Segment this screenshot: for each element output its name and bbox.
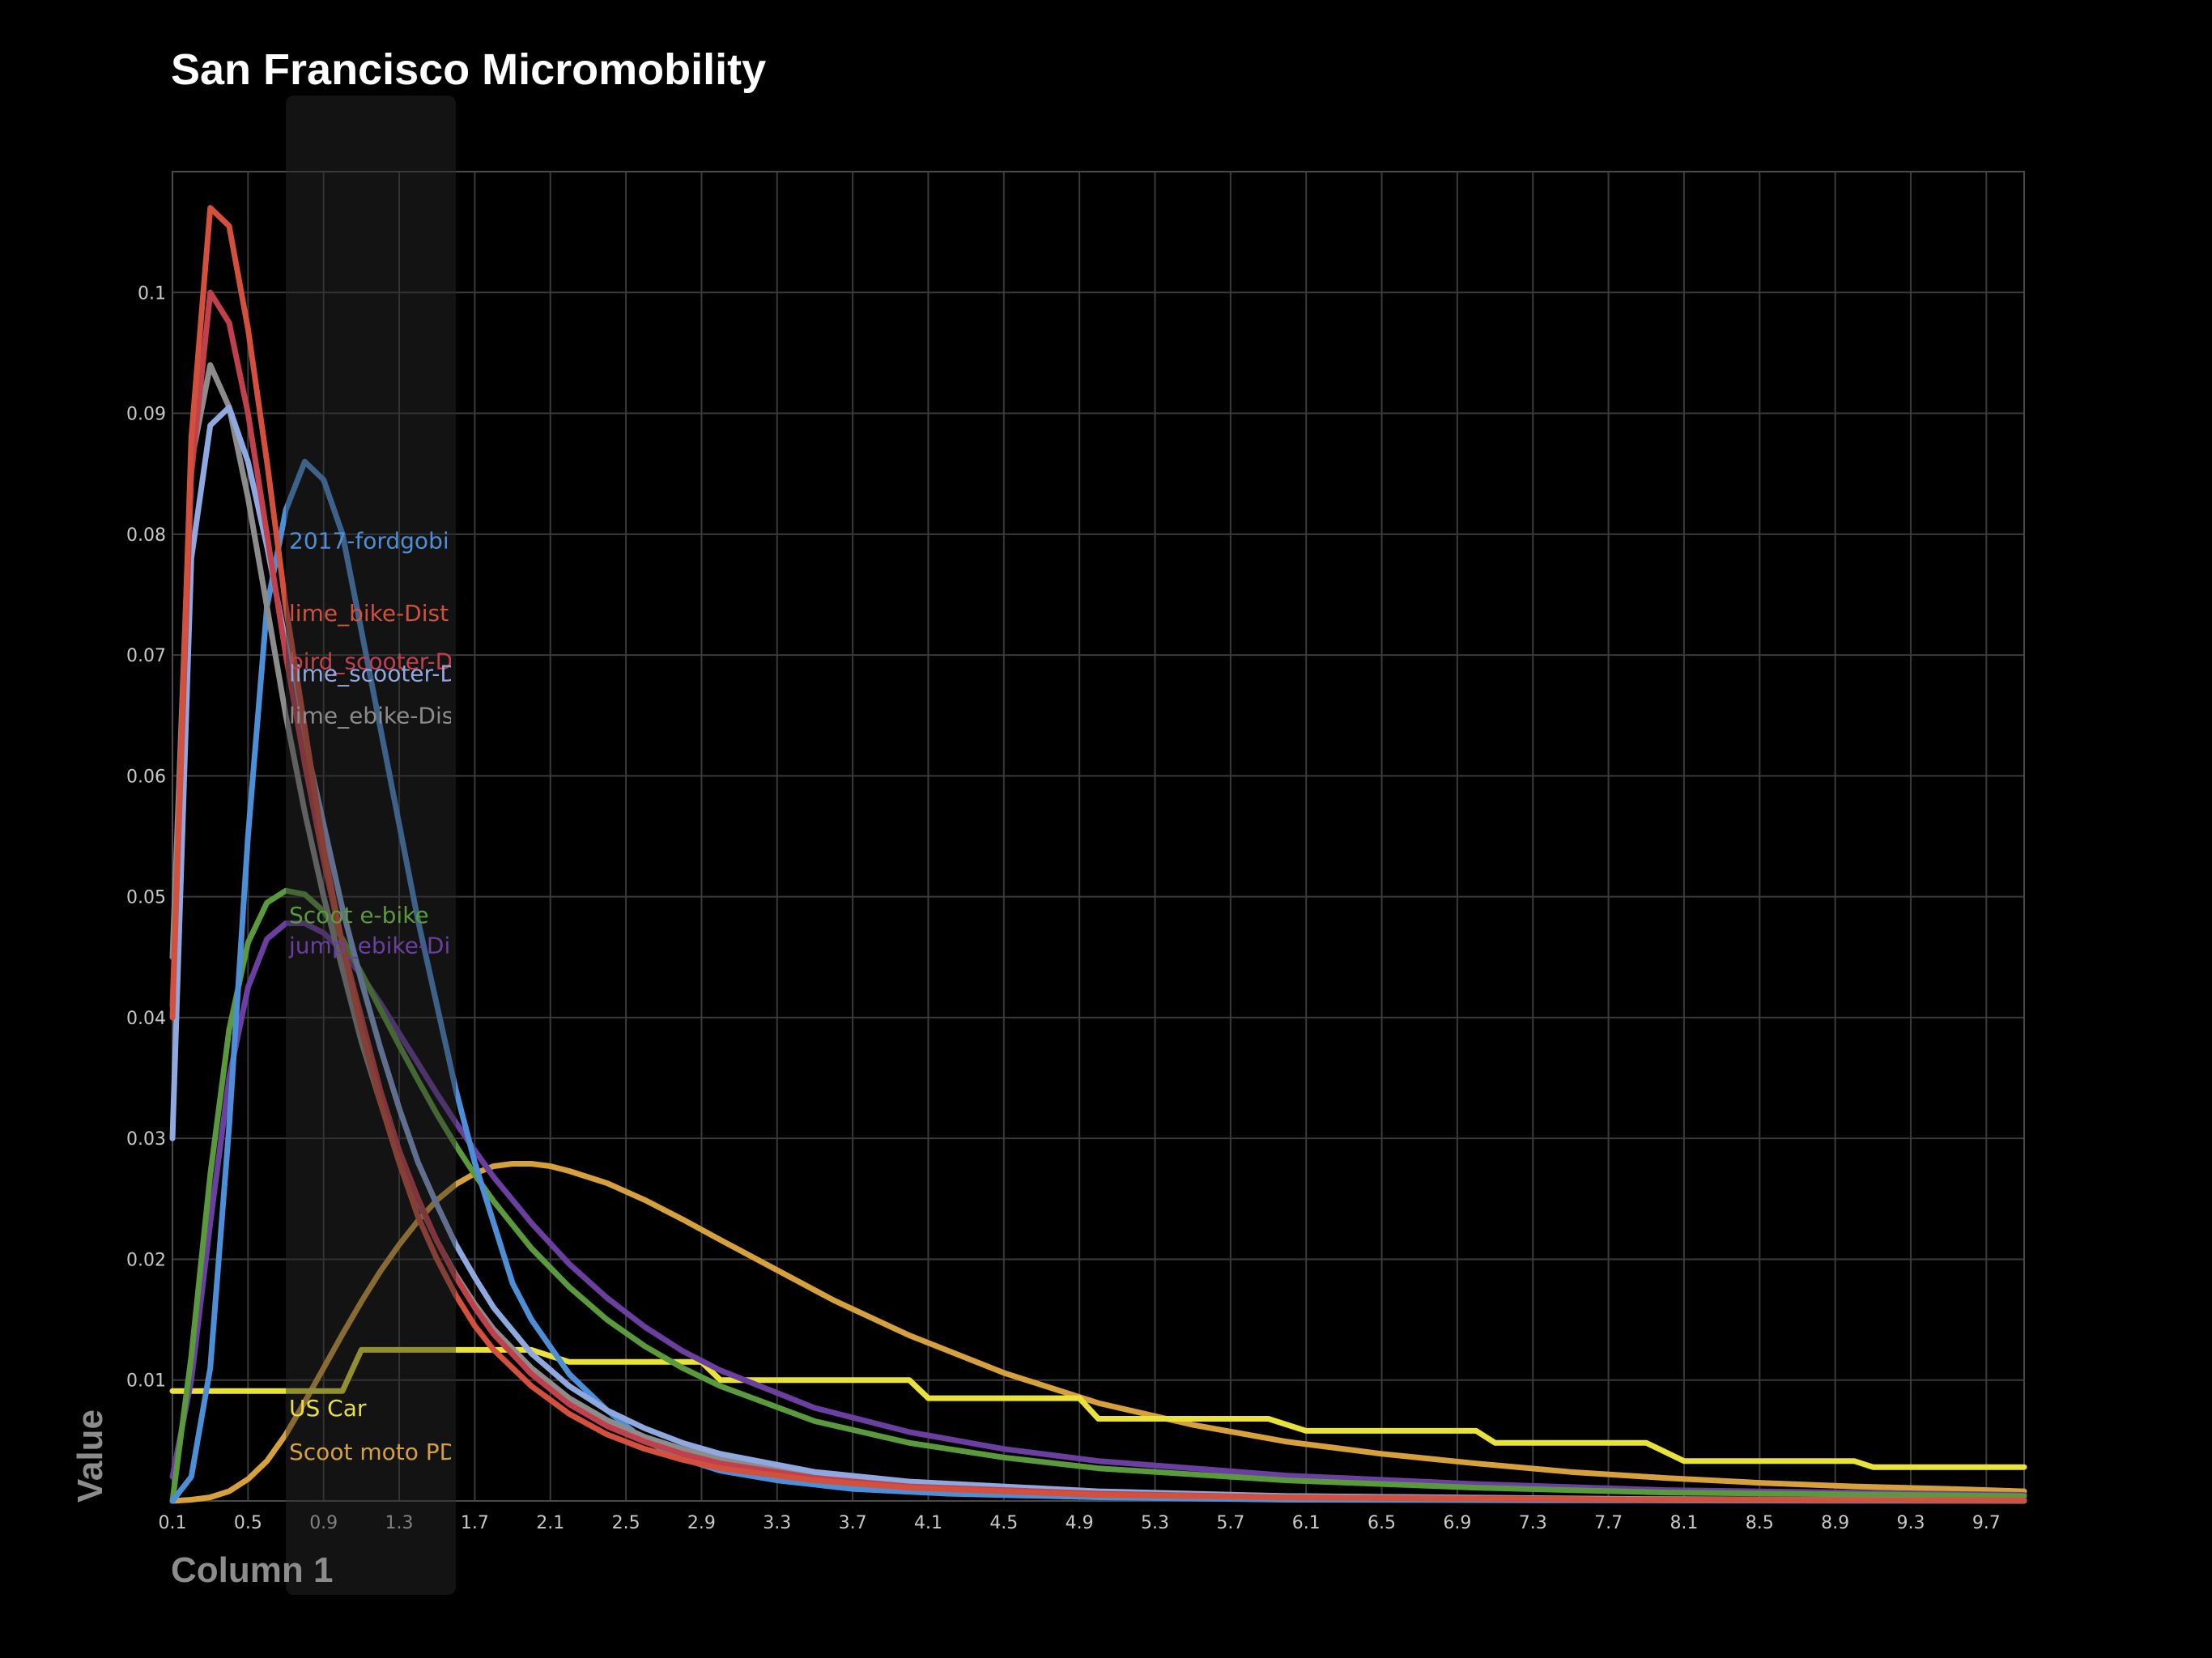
- series-lines: [169, 205, 2027, 1504]
- x-tick-label: 0.9: [309, 1513, 338, 1533]
- series-line-lime-bike-dist: [169, 205, 2027, 1503]
- y-tick-label: 0.09: [126, 405, 166, 425]
- gridlines: [172, 172, 2024, 1501]
- y-tick-label: 0.05: [126, 888, 166, 908]
- x-tick-label: 8.5: [1746, 1513, 1774, 1533]
- series-labels: 2017-fordgobi lime_bike-Dist bird_scooter-…: [288, 527, 484, 1465]
- x-tick-label: 1.3: [385, 1513, 414, 1533]
- y-tick-label: 0.01: [126, 1371, 166, 1392]
- x-tick-label: 7.3: [1519, 1513, 1547, 1533]
- series-label-us-car: US Car: [289, 1395, 367, 1422]
- x-tick-label: 0.5: [234, 1513, 262, 1533]
- hover-band[interactable]: [286, 96, 456, 1595]
- series-line-2017-fordgobi: [169, 458, 2027, 1504]
- y-axis-ticks: 0.01 0.02 0.03 0.04 0.05 0.06 0.07 0.08 0.09 0.1: [126, 283, 166, 1391]
- series-label-2017-fordgobi: 2017-fordgobi: [289, 527, 449, 554]
- x-tick-label: 8.9: [1821, 1513, 1849, 1533]
- x-tick-label: 6.5: [1368, 1513, 1396, 1533]
- x-tick-label: 8.1: [1670, 1513, 1698, 1533]
- x-tick-label: 7.7: [1594, 1513, 1623, 1533]
- y-tick-label: 0.07: [126, 646, 166, 666]
- x-tick-label: 3.7: [839, 1513, 867, 1533]
- y-tick-label: 0.08: [126, 525, 166, 546]
- series-label-jump-ebike-dist: jump_ebike-Dist: [288, 932, 471, 959]
- x-tick-label: 0.1: [159, 1513, 187, 1533]
- y-tick-label: 0.03: [126, 1129, 166, 1150]
- series-label-lime-bike-dist: lime_bike-Dist: [289, 600, 449, 627]
- x-tick-label: 9.3: [1896, 1513, 1925, 1533]
- y-tick-label: 0.1: [138, 283, 166, 304]
- x-tick-label: 6.9: [1443, 1513, 1471, 1533]
- y-tick-label: 0.02: [126, 1250, 166, 1270]
- y-axis-title: Value: [70, 1409, 110, 1503]
- chart-title: San Francisco Micromobility: [171, 45, 766, 94]
- x-tick-label: 1.7: [461, 1513, 489, 1533]
- series-line-scoot-moto-pd: [169, 1161, 2027, 1504]
- x-tick-label: 5.7: [1216, 1513, 1244, 1533]
- series-label-bird-scooter-dist: bird_scooter-Dist: [289, 648, 480, 675]
- x-tick-label: 6.1: [1292, 1513, 1321, 1533]
- series-label-scoot-e-bike: Scoot e-bike: [289, 902, 429, 929]
- x-tick-label: 4.9: [1066, 1513, 1094, 1533]
- plot-frame: [172, 171, 2025, 1502]
- series-line-scoot-e-bike: [169, 887, 2027, 1504]
- x-tick-label: 3.3: [763, 1513, 791, 1533]
- series-label-scoot-moto-pd: Scoot moto PD: [289, 1439, 457, 1465]
- series-line-us-car: [169, 1346, 2027, 1470]
- y-tick-label: 0.04: [126, 1009, 166, 1029]
- series-label-lime-scooter-dist: lime_scooter-Dist: [289, 660, 484, 687]
- x-axis-ticks: 0.1 0.5 0.9 1.3 1.7 2.1 2.5 2.9 3.3 3.7 4.1 4.5 4.9 5…: [159, 1513, 2001, 1533]
- x-tick-label: 5.3: [1141, 1513, 1169, 1533]
- x-tick-label: 2.9: [687, 1513, 716, 1533]
- x-tick-label: 4.1: [914, 1513, 942, 1533]
- x-tick-label: 2.5: [612, 1513, 640, 1533]
- x-tick-label: 4.5: [989, 1513, 1018, 1533]
- y-tick-label: 0.06: [126, 767, 166, 787]
- x-axis-title: Column 1: [171, 1550, 333, 1590]
- x-tick-label: 9.7: [1972, 1513, 2001, 1533]
- series-label-lime-ebike-dist: lime_ebike-Dist: [289, 703, 462, 729]
- x-tick-label: 2.1: [536, 1513, 564, 1533]
